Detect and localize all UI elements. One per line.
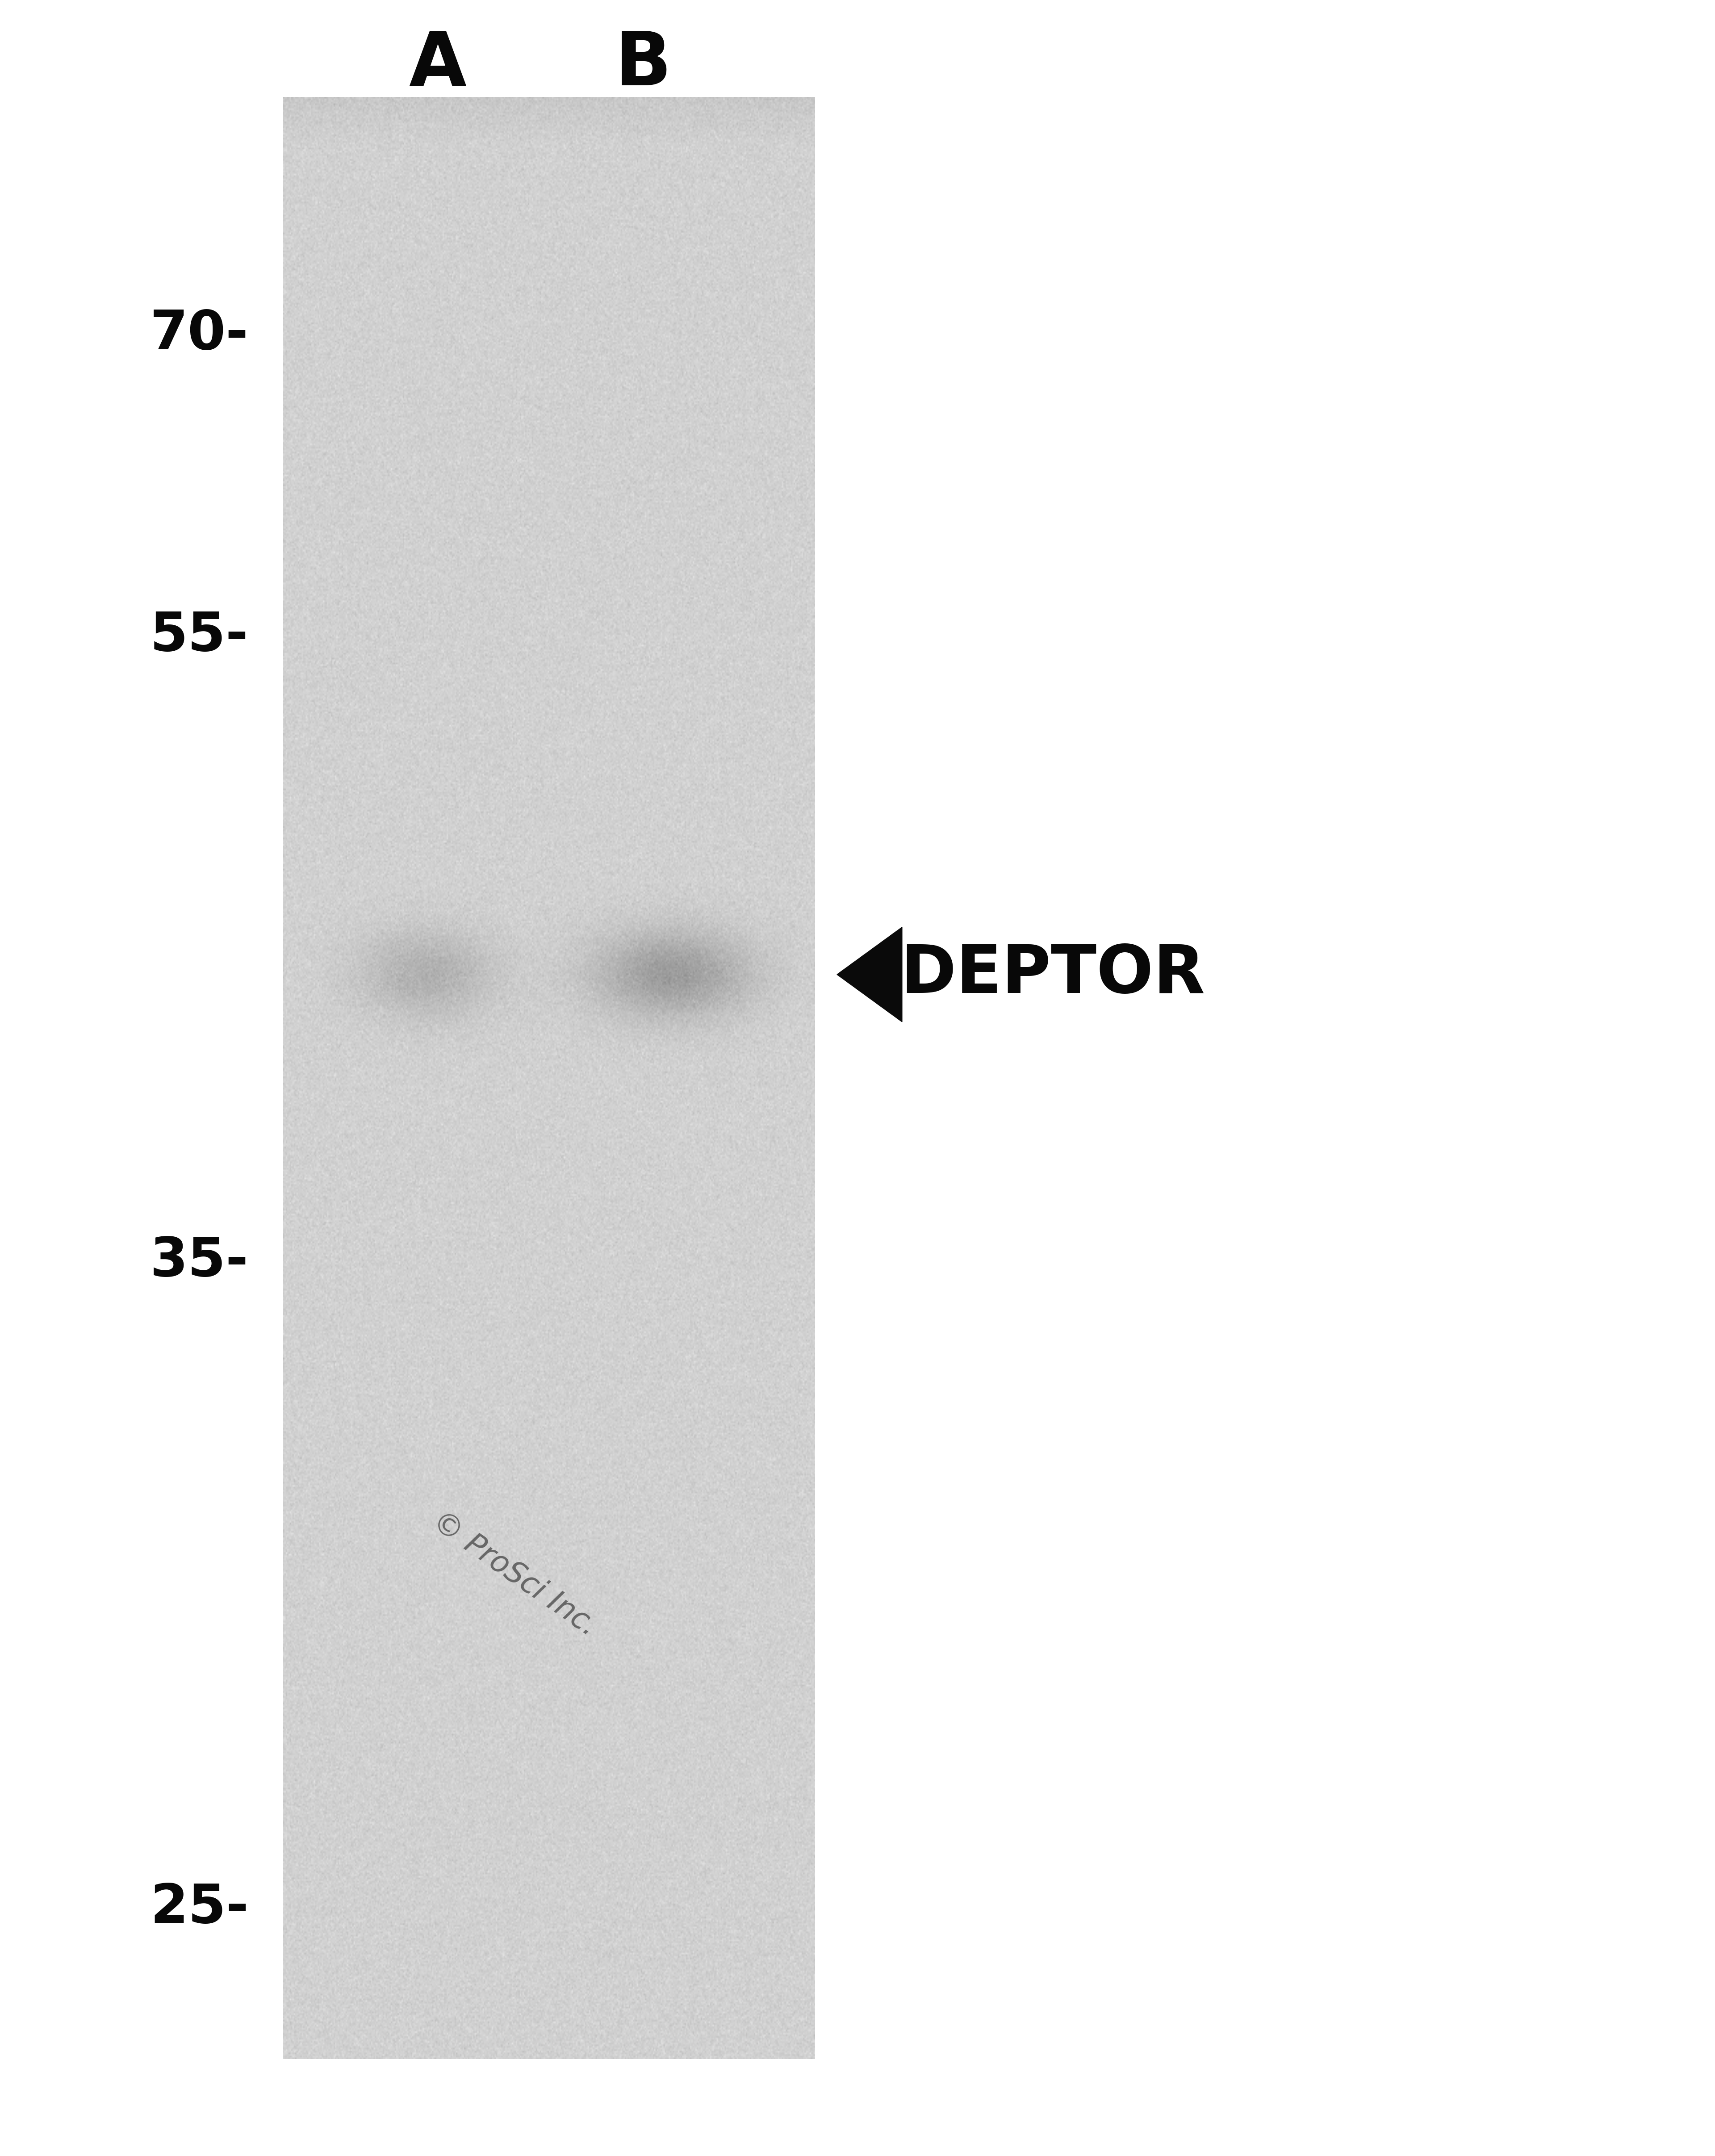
Polygon shape [837, 927, 902, 1022]
Text: © ProSci Inc.: © ProSci Inc. [427, 1507, 602, 1641]
Text: 35-: 35- [149, 1235, 249, 1287]
Text: 55-: 55- [151, 610, 249, 662]
Text: A: A [408, 28, 466, 101]
Text: B: B [614, 28, 672, 101]
Text: DEPTOR: DEPTOR [900, 942, 1206, 1007]
Text: 25-: 25- [151, 1882, 249, 1934]
Text: 70-: 70- [149, 308, 249, 360]
